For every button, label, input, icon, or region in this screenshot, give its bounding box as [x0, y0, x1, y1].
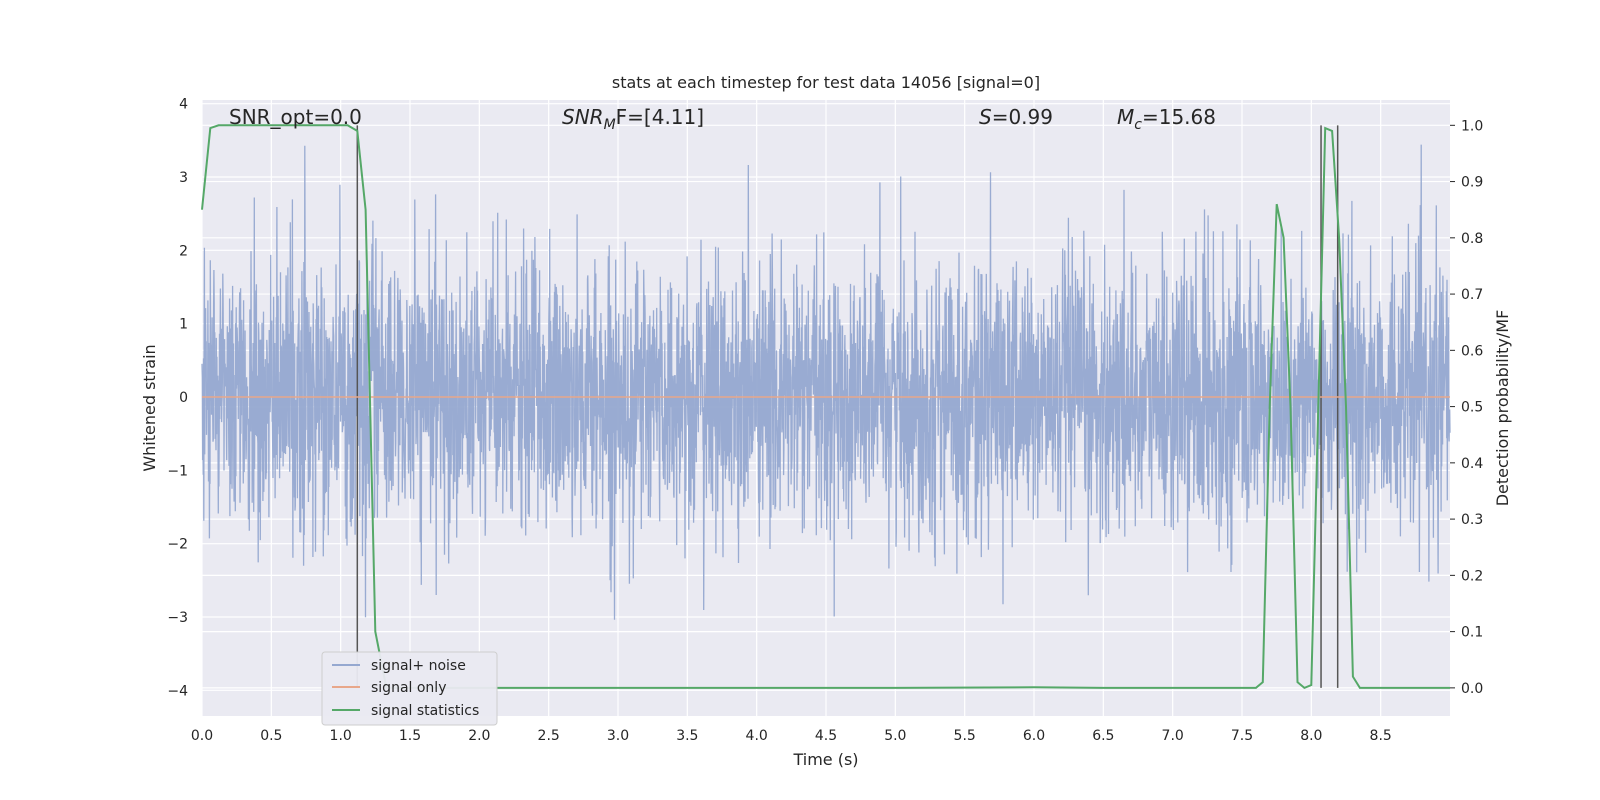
y-tick-label: 3: [179, 170, 188, 186]
noise-series: [201, 144, 1451, 620]
x-tick-label: 1.5: [399, 728, 421, 744]
chart-title: stats at each timestep for test data 140…: [612, 73, 1040, 92]
line-series: [201, 124, 1450, 690]
x-tick-label: 0.5: [260, 728, 282, 744]
legend-label-signal-noise: signal+ noise: [371, 658, 466, 674]
y2-tick-label: 0.7: [1461, 287, 1483, 303]
y-tick-label: −3: [167, 610, 188, 626]
annotation-s: S=0.99: [979, 105, 1053, 129]
y2-tick-label: 1.0: [1461, 118, 1483, 134]
y2-tick-label: 0.4: [1461, 456, 1483, 472]
annotation-mc: Mc=15.68: [1117, 105, 1216, 133]
x-tick-label: 4.5: [815, 728, 837, 744]
y-tick-label: −4: [167, 683, 188, 699]
legend-label-signal-statistics: signal statistics: [371, 703, 479, 719]
y2-axis-label: Detection probability/MF: [1493, 310, 1512, 507]
y-tick-label: 2: [179, 243, 188, 259]
y-tick-label: −2: [167, 537, 188, 553]
y-tick-label: 4: [179, 97, 188, 113]
y2-tick-label: 0.3: [1461, 512, 1483, 528]
x-tick-label: 3.0: [607, 728, 629, 744]
y2-axis-ticks: 1.0 0.9 0.8 0.7 0.6 0.5 0.4 0.3 0.2 0.1 0.0: [1450, 118, 1483, 697]
legend-box: [321, 651, 498, 726]
y2-tick-label: 0.5: [1461, 400, 1483, 416]
series-signal-noise: [201, 144, 1451, 620]
x-tick-label: 2.5: [538, 728, 560, 744]
y2-tick-label: 0.9: [1461, 175, 1483, 191]
x-axis-label: Time (s): [792, 750, 858, 769]
y2-tick-label: 0.8: [1461, 231, 1483, 247]
y-axis-ticks: 4 3 2 1 0 −1 −2 −3 −4: [167, 97, 188, 700]
y-axis-label: Whitened strain: [140, 344, 159, 471]
x-tick-label: 8.0: [1300, 728, 1322, 744]
y2-tick-label: 0.1: [1461, 625, 1483, 641]
y-tick-label: −1: [167, 463, 188, 479]
x-tick-label: 3.5: [676, 728, 698, 744]
annotation-snr-opt: SNR_opt=0.0: [229, 105, 362, 129]
series-signal-statistics: [201, 124, 1450, 690]
y-tick-label: 0: [179, 390, 188, 406]
legend: signal+ noise signal only signal statist…: [321, 651, 498, 726]
y2-tick-label: 0.6: [1461, 343, 1483, 359]
x-tick-label: 5.5: [954, 728, 976, 744]
x-axis-ticks: 0.0 0.5 1.0 1.5 2.0 2.5 3.0 3.5 4.0 4.5 5.0 5.5 6.0 6…: [191, 728, 1392, 744]
x-tick-label: 5.0: [884, 728, 906, 744]
y-tick-label: 1: [179, 317, 188, 333]
x-tick-label: 6.0: [1023, 728, 1045, 744]
x-tick-label: 8.5: [1370, 728, 1392, 744]
x-tick-label: 1.0: [330, 728, 352, 744]
x-tick-label: 7.0: [1162, 728, 1184, 744]
x-tick-label: 6.5: [1092, 728, 1114, 744]
y2-tick-label: 0.0: [1461, 681, 1483, 697]
annotation-snr-mf: SNRMF=[4.11]: [562, 105, 704, 133]
x-tick-label: 0.0: [191, 728, 213, 744]
legend-label-signal-only: signal only: [371, 680, 446, 696]
x-tick-label: 2.0: [468, 728, 490, 744]
y2-tick-label: 0.2: [1461, 568, 1483, 584]
x-tick-label: 7.5: [1231, 728, 1253, 744]
x-tick-label: 4.0: [746, 728, 768, 744]
